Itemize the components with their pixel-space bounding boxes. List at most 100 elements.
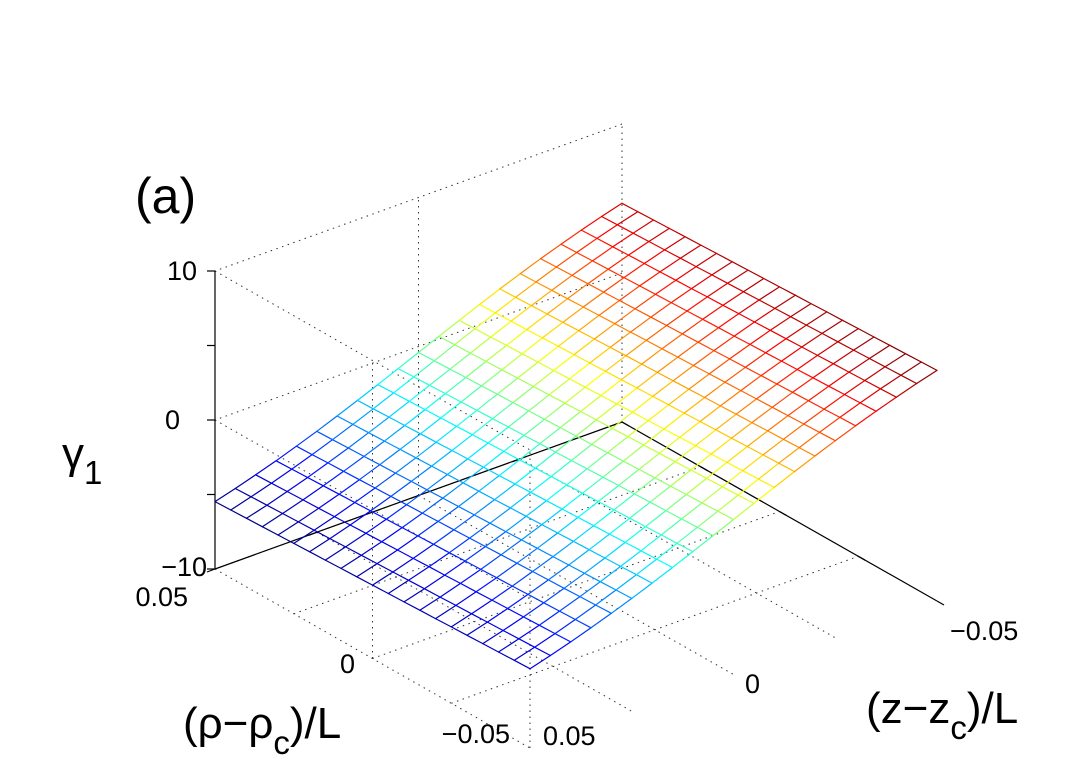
mesh-line-const-rho xyxy=(270,482,288,493)
mesh-line-const-z xyxy=(755,383,778,400)
mesh-line-const-rho xyxy=(531,570,550,581)
mesh-line-const-z xyxy=(358,464,381,481)
mesh-line-const-rho xyxy=(685,493,703,504)
mesh-line-const-z xyxy=(753,486,775,504)
mesh-line-const-z xyxy=(711,261,733,276)
mesh-line-const-rho xyxy=(512,402,530,412)
mesh-line-const-z xyxy=(555,251,578,268)
mesh-line-const-z xyxy=(393,376,415,394)
mesh-line-const-rho xyxy=(250,496,268,506)
x-tick-3 xyxy=(858,555,866,561)
mesh-line-const-z xyxy=(444,560,466,576)
mesh-line-const-z xyxy=(415,441,437,459)
mesh-line-const-z xyxy=(616,211,639,226)
mesh-line-const-z xyxy=(658,436,681,454)
mesh-line-const-z xyxy=(573,338,596,356)
mesh-line-const-z xyxy=(570,627,592,643)
mesh-line-const-z xyxy=(498,459,521,477)
mesh-line-const-z xyxy=(446,458,469,476)
mesh-line-const-z xyxy=(214,487,236,503)
mesh-line-const-z xyxy=(505,329,528,346)
mesh-line-const-rho xyxy=(613,509,631,519)
mesh-line-const-rho xyxy=(560,243,578,254)
mesh-line-const-rho xyxy=(765,352,783,362)
mesh-line-const-rho xyxy=(706,296,724,306)
mesh-line-const-z xyxy=(556,516,579,534)
mesh-line-const-rho xyxy=(336,415,354,425)
x-axis-label-main: (z−z xyxy=(866,684,950,733)
mesh-line-const-rho xyxy=(629,517,647,528)
mesh-line-const-rho xyxy=(313,529,331,540)
mesh-line-const-z xyxy=(778,447,800,464)
mesh-line-const-rho xyxy=(266,504,284,515)
mesh-line-const-z xyxy=(509,491,532,509)
mesh-line-const-z xyxy=(404,409,426,427)
mesh-line-const-rho xyxy=(490,336,508,346)
mesh-line-const-z xyxy=(584,370,607,388)
mesh-line-const-rho xyxy=(658,452,676,463)
mesh-line-const-rho xyxy=(744,366,762,377)
mesh-line-const-rho xyxy=(448,552,466,562)
mesh-line-const-rho xyxy=(291,468,309,479)
mesh-line-const-z xyxy=(812,363,834,379)
mesh-line-const-z xyxy=(670,288,693,304)
mesh-line-const-rho xyxy=(771,406,789,417)
mesh-line-const-rho xyxy=(413,376,431,386)
mesh-line-const-rho xyxy=(302,499,320,509)
mesh-line-const-z xyxy=(801,332,823,348)
mesh-line-const-rho xyxy=(462,482,480,492)
mesh-line-const-z xyxy=(460,385,483,403)
mesh-line-const-rho xyxy=(417,535,435,545)
mesh-line-const-rho xyxy=(715,429,733,439)
mesh-line-const-z xyxy=(803,408,825,425)
mesh-line-const-rho xyxy=(774,307,792,318)
mesh-line-const-z xyxy=(796,354,819,371)
mesh-line-const-rho xyxy=(324,559,342,570)
x-axis-label: (z−zc)/L xyxy=(866,684,1018,746)
mesh-line-const-z xyxy=(388,400,410,418)
mesh-line-const-z xyxy=(864,366,886,382)
mesh-line-const-z xyxy=(529,654,552,670)
mesh-line-const-z xyxy=(710,437,733,455)
mesh-line-const-rho xyxy=(747,269,765,280)
mesh-line-const-z xyxy=(354,487,376,504)
mesh-line-const-z xyxy=(434,604,457,620)
mesh-line-const-rho xyxy=(609,346,627,357)
mesh-line-const-z xyxy=(690,453,712,471)
mesh-line-const-z xyxy=(374,472,397,489)
mesh-line-const-z xyxy=(302,485,324,501)
mesh-line-const-z xyxy=(798,431,821,449)
mesh-line-const-z xyxy=(478,475,500,492)
mesh-line-const-z xyxy=(600,202,623,218)
mesh-line-const-rho xyxy=(485,360,503,371)
mesh-line-const-z xyxy=(539,427,561,445)
mesh-line-const-rho xyxy=(821,332,839,343)
mesh-line-const-z xyxy=(307,462,329,479)
mesh-line-const-z xyxy=(502,616,525,632)
mesh-line-const-z xyxy=(694,429,717,447)
mesh-line-const-rho xyxy=(537,361,555,372)
mesh-line-const-z xyxy=(527,579,550,596)
mesh-line-const-z xyxy=(392,557,414,573)
mesh-line-const-z xyxy=(654,461,676,479)
mesh-line-const-rho xyxy=(690,288,708,298)
mesh-line-const-z xyxy=(634,293,657,310)
x-tick-label-left: 0.05 xyxy=(543,721,596,751)
mesh-line-const-rho xyxy=(435,441,453,452)
mesh-line-const-rho xyxy=(442,497,460,508)
mesh-line-const-z xyxy=(690,274,713,290)
mesh-line-const-z xyxy=(327,447,349,464)
mesh-line-const-z xyxy=(376,549,399,565)
mesh-line-const-z xyxy=(604,355,627,372)
mesh-line-const-rho xyxy=(548,394,566,404)
mesh-line-const-rho xyxy=(446,473,464,484)
mesh-line-const-z xyxy=(697,327,720,343)
mesh-line-const-rho xyxy=(627,254,645,265)
mesh-line-const-z xyxy=(793,455,816,473)
mesh-line-const-rho xyxy=(526,329,544,339)
mesh-line-const-rho xyxy=(780,360,798,371)
mesh-line-const-rho xyxy=(742,291,760,301)
mesh-line-const-rho xyxy=(622,460,640,470)
mesh-line-const-z xyxy=(722,291,745,306)
mesh-line-const-rho xyxy=(434,617,452,628)
